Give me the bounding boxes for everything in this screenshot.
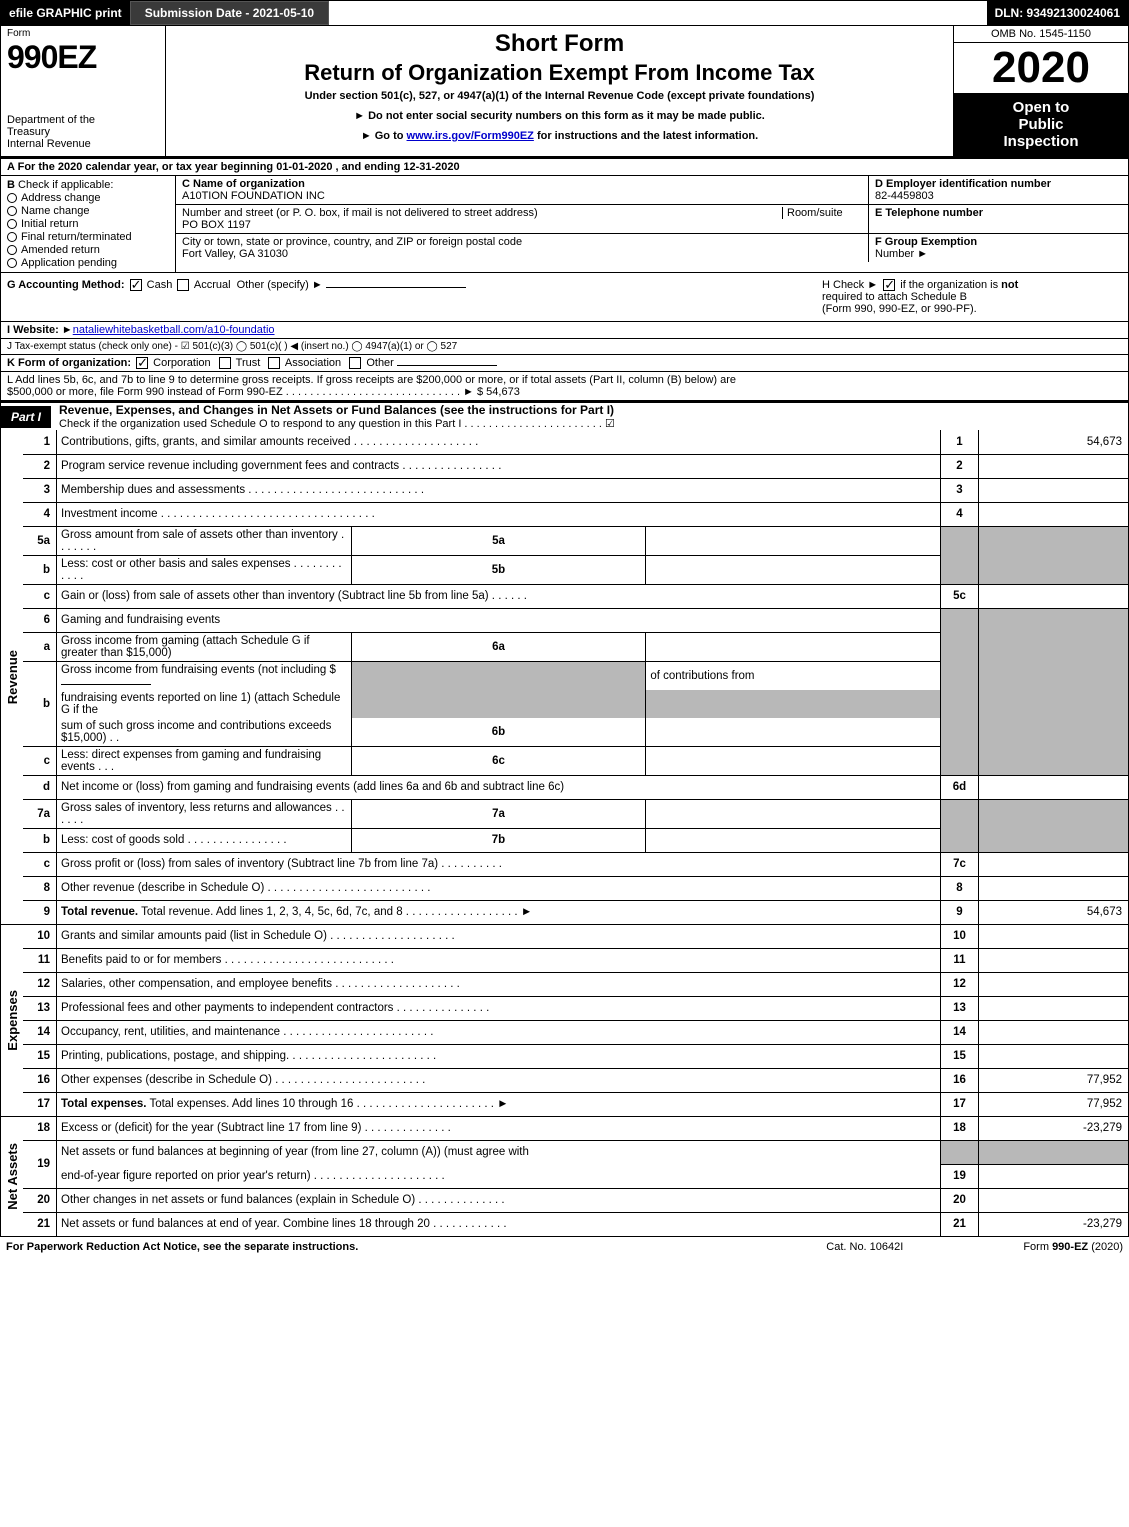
dept-line2: Treasury bbox=[7, 126, 159, 138]
website-row: I Website: ►nataliewhitebasketball.com/a… bbox=[1, 321, 1128, 338]
header-left: Form 990EZ Department of the Treasury In… bbox=[1, 26, 166, 156]
chk-initial[interactable] bbox=[7, 219, 17, 229]
tax-exempt-status: J Tax-exempt status (check only one) - ☑… bbox=[1, 338, 1128, 354]
part1-check: Check if the organization used Schedule … bbox=[59, 417, 615, 430]
form-footer-label: Form 990-EZ (2020) bbox=[1023, 1241, 1123, 1253]
line-a: A For the 2020 calendar year, or tax yea… bbox=[0, 159, 1129, 176]
header-center: Short Form Return of Organization Exempt… bbox=[166, 26, 953, 156]
under-section: Under section 501(c), 527, or 4947(a)(1)… bbox=[174, 90, 945, 102]
part1-header-box: Part I Revenue, Expenses, and Changes in… bbox=[0, 403, 1129, 430]
phone-cell: E Telephone number bbox=[868, 205, 1128, 233]
chk-amended[interactable] bbox=[7, 245, 17, 255]
part1-badge: Part I bbox=[1, 406, 51, 428]
line-l: L Add lines 5b, 6c, and 7b to line 9 to … bbox=[0, 372, 1129, 400]
entity-box: B Check if applicable: Address change Na… bbox=[0, 176, 1129, 273]
city: Fort Valley, GA 31030 bbox=[182, 248, 862, 260]
form-header: Form 990EZ Department of the Treasury In… bbox=[0, 26, 1129, 156]
chk-sched-b[interactable] bbox=[883, 279, 895, 291]
goto-post: for instructions and the latest informat… bbox=[534, 130, 758, 142]
schedule-b-check: H Check ► if the organization is not req… bbox=[822, 279, 1122, 315]
do-not-enter: ► Do not enter social security numbers o… bbox=[174, 110, 945, 122]
chk-cash[interactable] bbox=[130, 279, 142, 291]
irs-link[interactable]: www.irs.gov/Form990EZ bbox=[407, 130, 534, 142]
line21-amount: -23,279 bbox=[979, 1212, 1129, 1236]
tax-year: 2020 bbox=[954, 43, 1128, 93]
accounting-method: G Accounting Method: Cash Accrual Other … bbox=[7, 279, 822, 315]
submission-date-label: Submission Date - 2021-05-10 bbox=[130, 1, 329, 25]
org-name-cell: C Name of organization A10TION FOUNDATIO… bbox=[176, 176, 868, 204]
form-number: 990EZ bbox=[7, 39, 159, 76]
side-netassets: Net Assets bbox=[1, 1116, 23, 1236]
dept-line3: Internal Revenue bbox=[7, 138, 159, 150]
top-bar: efile GRAPHIC print Submission Date - 20… bbox=[0, 0, 1129, 26]
line9-amount: 54,673 bbox=[979, 900, 1129, 924]
chk-pending[interactable] bbox=[7, 258, 17, 268]
paperwork-notice: For Paperwork Reduction Act Notice, see … bbox=[6, 1241, 358, 1253]
chk-accrual[interactable] bbox=[177, 279, 189, 291]
chk-final[interactable] bbox=[7, 232, 17, 242]
chk-assoc[interactable] bbox=[268, 357, 280, 369]
website-link[interactable]: nataliewhitebasketball.com/a10-foundatio bbox=[73, 324, 275, 336]
col-b-checkboxes: B Check if applicable: Address change Na… bbox=[1, 176, 176, 272]
return-title: Return of Organization Exempt From Incom… bbox=[174, 60, 945, 86]
chk-name[interactable] bbox=[7, 206, 17, 216]
cat-no: Cat. No. 10642I bbox=[826, 1241, 903, 1253]
goto-pre: ► Go to bbox=[361, 130, 407, 142]
chk-trust[interactable] bbox=[219, 357, 231, 369]
open-to-public: Open to Public Inspection bbox=[954, 93, 1128, 156]
header-right: OMB No. 1545-1150 2020 Open to Public In… bbox=[953, 26, 1128, 156]
ein-value: 82-4459803 bbox=[875, 190, 1122, 202]
goto-line: ► Go to www.irs.gov/Form990EZ for instru… bbox=[174, 130, 945, 142]
part1-table: Revenue 1Contributions, gifts, grants, a… bbox=[0, 430, 1129, 1237]
short-form-title: Short Form bbox=[174, 30, 945, 58]
org-name: A10TION FOUNDATION INC bbox=[182, 190, 862, 202]
line1-amount: 54,673 bbox=[979, 430, 1129, 454]
omb-number: OMB No. 1545-1150 bbox=[954, 26, 1128, 43]
dln-label: DLN: 93492130024061 bbox=[987, 1, 1128, 25]
side-expenses: Expenses bbox=[1, 924, 23, 1116]
line16-amount: 77,952 bbox=[979, 1068, 1129, 1092]
chk-other[interactable] bbox=[349, 357, 361, 369]
chk-address[interactable] bbox=[7, 193, 17, 203]
form-label: Form bbox=[7, 28, 159, 39]
side-revenue: Revenue bbox=[1, 430, 23, 924]
ghij-box: G Accounting Method: Cash Accrual Other … bbox=[0, 273, 1129, 355]
col-cdef: C Name of organization A10TION FOUNDATIO… bbox=[176, 176, 1128, 272]
part1-title: Revenue, Expenses, and Changes in Net As… bbox=[59, 403, 615, 417]
line-k: K Form of organization: Corporation Trus… bbox=[0, 355, 1129, 372]
footer: For Paperwork Reduction Act Notice, see … bbox=[0, 1237, 1129, 1257]
group-exemption-cell: F Group Exemption Number ► bbox=[868, 234, 1128, 262]
line18-amount: -23,279 bbox=[979, 1116, 1129, 1140]
ein-cell: D Employer identification number 82-4459… bbox=[868, 176, 1128, 204]
line17-amount: 77,952 bbox=[979, 1092, 1129, 1116]
efile-print-label[interactable]: efile GRAPHIC print bbox=[1, 1, 130, 25]
dept-line1: Department of the bbox=[7, 114, 159, 126]
street: PO BOX 1197 bbox=[182, 219, 862, 231]
chk-corp[interactable] bbox=[136, 357, 148, 369]
